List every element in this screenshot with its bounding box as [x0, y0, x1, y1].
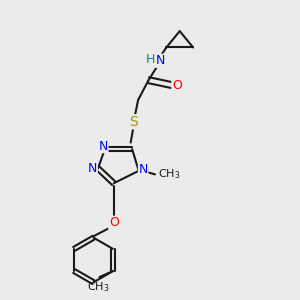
Text: O: O [172, 79, 182, 92]
Text: CH$_3$: CH$_3$ [158, 167, 181, 181]
Text: CH$_3$: CH$_3$ [87, 280, 109, 294]
Text: H: H [145, 53, 155, 66]
Text: N: N [139, 163, 148, 176]
Text: N: N [88, 162, 97, 175]
Text: N: N [99, 140, 108, 153]
Text: N: N [156, 54, 165, 67]
Text: O: O [109, 216, 119, 229]
Text: S: S [129, 115, 138, 129]
